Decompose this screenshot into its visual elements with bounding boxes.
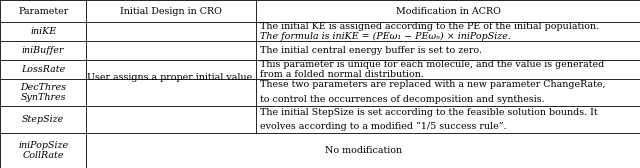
- Text: iniKE: iniKE: [30, 27, 56, 36]
- Text: User assigns a proper initial value.: User assigns a proper initial value.: [87, 73, 255, 82]
- Text: LossRate: LossRate: [21, 65, 65, 74]
- Text: from a folded normal distribution.: from a folded normal distribution.: [260, 70, 424, 79]
- Text: iniPopSize
CollRate: iniPopSize CollRate: [18, 141, 68, 160]
- Text: Modification in ACRO: Modification in ACRO: [396, 7, 500, 16]
- Text: The initial central energy buffer is set to zero.: The initial central energy buffer is set…: [260, 46, 483, 55]
- Text: Parameter: Parameter: [18, 7, 68, 16]
- Text: Initial Design in CRO: Initial Design in CRO: [120, 7, 222, 16]
- Text: iniBuffer: iniBuffer: [22, 46, 65, 55]
- Text: to control the occurrences of decomposition and synthesis.: to control the occurrences of decomposit…: [260, 95, 545, 104]
- Text: The formula is iniKE = (PEω₁ − PEωₙ) × iniPopSize.: The formula is iniKE = (PEω₁ − PEωₙ) × i…: [260, 32, 511, 41]
- Text: The initial KE is assigned according to the PE of the initial population.: The initial KE is assigned according to …: [260, 22, 600, 31]
- Text: The initial StepSize is set according to the feasible solution bounds. It: The initial StepSize is set according to…: [260, 108, 598, 117]
- Text: No modification: No modification: [324, 146, 402, 155]
- Text: evolves according to a modified “1/5 success rule”.: evolves according to a modified “1/5 suc…: [260, 122, 507, 132]
- Text: StepSize: StepSize: [22, 115, 65, 124]
- Text: DecThres
SynThres: DecThres SynThres: [20, 82, 67, 102]
- Text: This parameter is unique for each molecule, and the value is generated: This parameter is unique for each molecu…: [260, 60, 605, 69]
- Text: These two parameters are replaced with a new parameter ChangeRate,: These two parameters are replaced with a…: [260, 80, 606, 89]
